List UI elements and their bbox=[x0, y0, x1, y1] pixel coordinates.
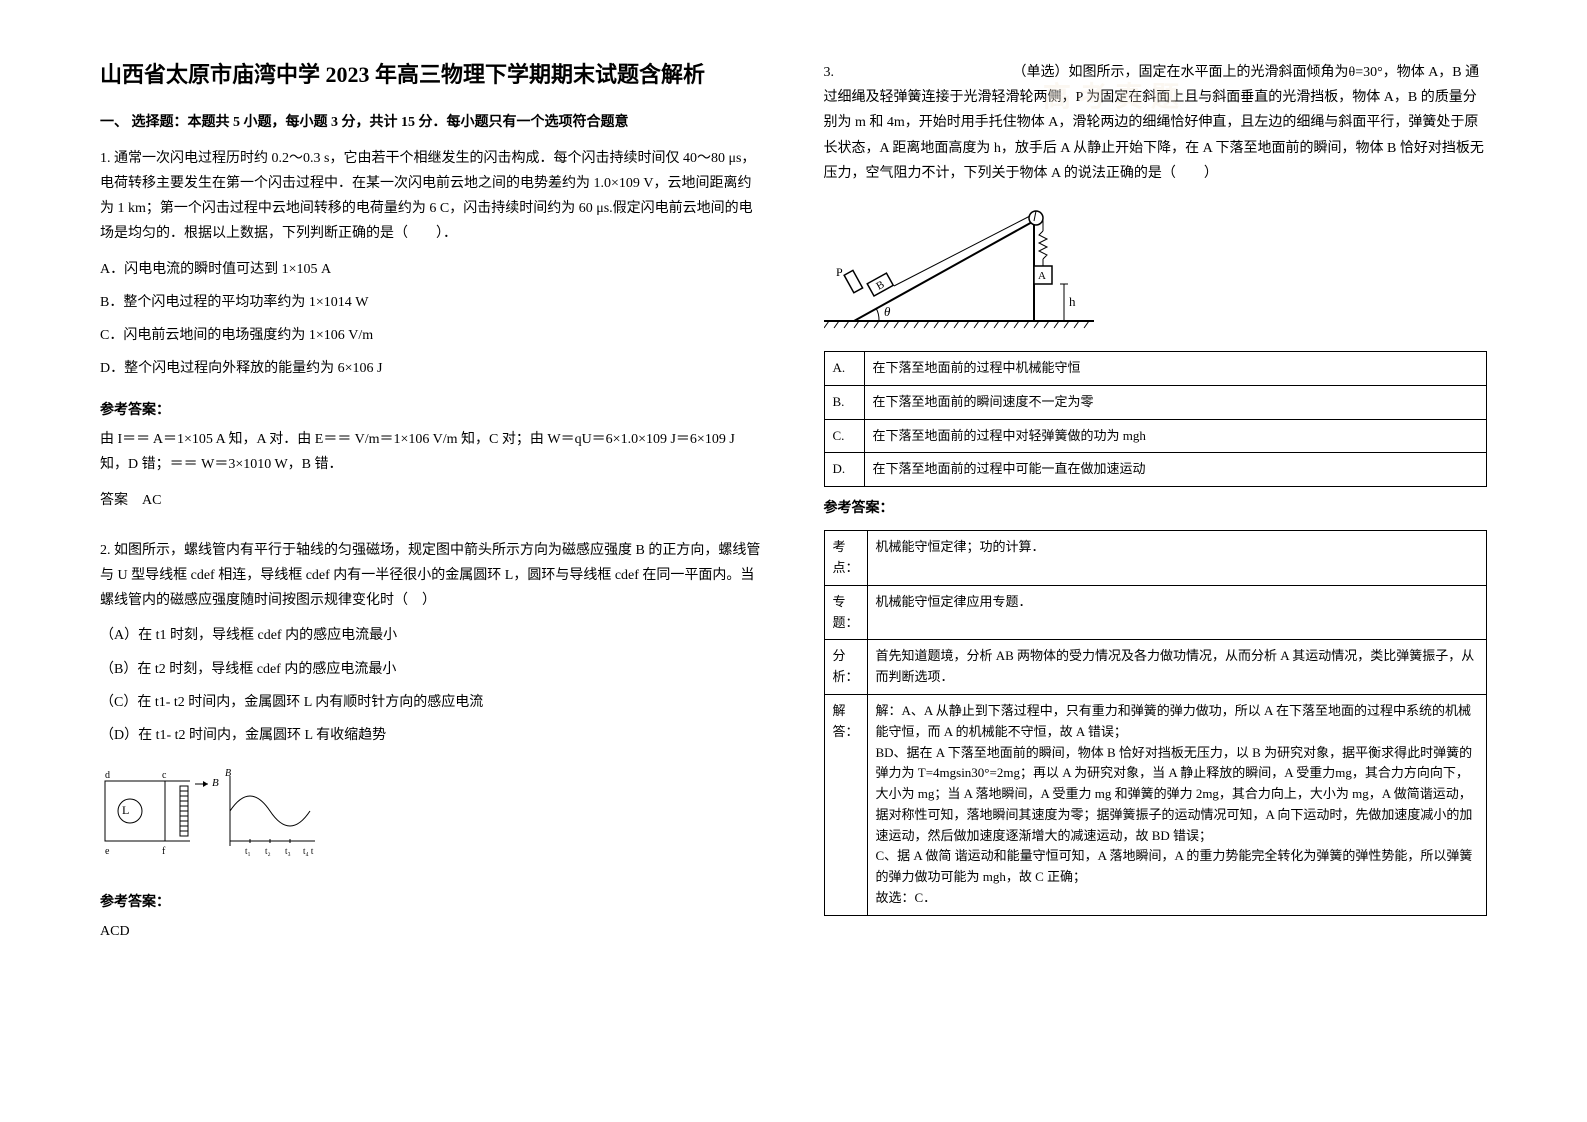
svg-text:d: d bbox=[105, 770, 110, 781]
q1-answer-final: 答案 AC bbox=[100, 488, 764, 513]
option-label: A. bbox=[824, 351, 864, 385]
svg-text:P: P bbox=[836, 265, 843, 279]
svg-text:θ: θ bbox=[884, 304, 891, 319]
svg-text:B: B bbox=[225, 768, 231, 779]
svg-text:t₁: t₁ bbox=[245, 846, 251, 856]
exam-title: 山西省太原市庙湾中学 2023 年高三物理下学期期末试题含解析 bbox=[100, 60, 764, 91]
svg-text:t₃: t₃ bbox=[285, 846, 291, 856]
q1-answer-label: 参考答案： bbox=[100, 399, 764, 419]
left-column: 山西省太原市庙湾中学 2023 年高三物理下学期期末试题含解析 一、 选择题：本… bbox=[100, 60, 764, 1062]
kaodian-text: 机械能守恒定律；功的计算． bbox=[867, 531, 1487, 586]
q2-figure: L d e c f B t₁ t₂ bbox=[100, 766, 764, 871]
svg-text:e: e bbox=[105, 846, 110, 857]
option-label: B. bbox=[824, 385, 864, 419]
zhuanti-label: 专题： bbox=[824, 585, 867, 640]
table-row: 解答： 解：A、A 从静止到下落过程中，只有重力和弹簧的弹力做功，所以 A 在下… bbox=[824, 694, 1487, 915]
jieda-label: 解答： bbox=[824, 694, 867, 915]
q2-opt-b: （B）在 t2 时刻，导线框 cdef 内的感应电流最小 bbox=[100, 657, 764, 682]
fenxi-label: 分析： bbox=[824, 640, 867, 695]
q2-opt-a: （A）在 t1 时刻，导线框 cdef 内的感应电流最小 bbox=[100, 623, 764, 648]
q3-analysis-table: 考点： 机械能守恒定律；功的计算． 专题： 机械能守恒定律应用专题． 分析： 首… bbox=[824, 530, 1488, 916]
q2-text: 2. 如图所示，螺线管内有平行于轴线的匀强磁场，规定图中箭头所示方向为磁感应强度… bbox=[100, 538, 764, 614]
svg-text:t₂: t₂ bbox=[265, 846, 271, 856]
q3-answer-label: 参考答案： bbox=[824, 497, 1488, 517]
q1-opt-d: D．整个闪电过程向外释放的能量约为 6×106 J bbox=[100, 356, 764, 381]
svg-text:L: L bbox=[122, 803, 129, 817]
option-text: 在下落至地面前的瞬间速度不一定为零 bbox=[864, 385, 1487, 419]
q2-answer-final: ACD bbox=[100, 919, 764, 944]
jieda-text: 解：A、A 从静止到下落过程中，只有重力和弹簧的弹力做功，所以 A 在下落至地面… bbox=[867, 694, 1487, 915]
svg-text:B: B bbox=[212, 777, 219, 789]
kaodian-label: 考点： bbox=[824, 531, 867, 586]
svg-text:f: f bbox=[162, 846, 166, 857]
q2-answer-label: 参考答案： bbox=[100, 891, 764, 911]
q1-text: 1. 通常一次闪电过程历时约 0.2～0.3 s，它由若干个相继发生的闪击构成．… bbox=[100, 146, 764, 247]
svg-text:c: c bbox=[162, 770, 167, 781]
q3-options-table: A. 在下落至地面前的过程中机械能守恒 B. 在下落至地面前的瞬间速度不一定为零… bbox=[824, 351, 1488, 487]
svg-text:t₄ t: t₄ t bbox=[303, 846, 314, 856]
svg-text:h: h bbox=[1069, 294, 1076, 309]
svg-text:A: A bbox=[1038, 270, 1046, 282]
fenxi-text: 首先知道题境，分析 AB 两物体的受力情况及各力做功情况，从而分析 A 其运动情… bbox=[867, 640, 1487, 695]
q1-opt-a: A．闪电电流的瞬时值可达到 1×105 A bbox=[100, 257, 764, 282]
table-row: B. 在下落至地面前的瞬间速度不一定为零 bbox=[824, 385, 1487, 419]
option-text: 在下落至地面前的过程中机械能守恒 bbox=[864, 351, 1487, 385]
section-header: 一、 选择题：本题共 5 小题，每小题 3 分，共计 15 分．每小题只有一个选… bbox=[100, 111, 764, 131]
option-label: D. bbox=[824, 453, 864, 487]
table-row: A. 在下落至地面前的过程中机械能守恒 bbox=[824, 351, 1487, 385]
table-row: 分析： 首先知道题境，分析 AB 两物体的受力情况及各力做功情况，从而分析 A … bbox=[824, 640, 1487, 695]
right-column: 3. （单选）如图所示，固定在水平面上的光滑斜面倾角为θ=30°，物体 A，B … bbox=[824, 60, 1488, 1062]
table-row: 专题： 机械能守恒定律应用专题． bbox=[824, 585, 1487, 640]
q2-opt-c: （C）在 t1- t2 时间内，金属圆环 L 内有顺时针方向的感应电流 bbox=[100, 690, 764, 715]
q3-figure: θ B P A bbox=[824, 206, 1104, 336]
q1-opt-c: C．闪电前云地间的电场强度约为 1×106 V/m bbox=[100, 323, 764, 348]
table-row: C. 在下落至地面前的过程中对轻弹簧做的功为 mgh bbox=[824, 419, 1487, 453]
zhuanti-text: 机械能守恒定律应用专题． bbox=[867, 585, 1487, 640]
watermark: 高考真题 bbox=[1043, 75, 1187, 115]
option-label: C. bbox=[824, 419, 864, 453]
table-row: 考点： 机械能守恒定律；功的计算． bbox=[824, 531, 1487, 586]
q2-opt-d: （D）在 t1- t2 时间内，金属圆环 L 有收缩趋势 bbox=[100, 723, 764, 748]
q1-answer-text: 由 I＝＝ A＝1×105 A 知，A 对．由 E＝＝ V/m＝1×106 V/… bbox=[100, 427, 764, 477]
q1-opt-b: B．整个闪电过程的平均功率约为 1×1014 W bbox=[100, 290, 764, 315]
table-row: D. 在下落至地面前的过程中可能一直在做加速运动 bbox=[824, 453, 1487, 487]
option-text: 在下落至地面前的过程中可能一直在做加速运动 bbox=[864, 453, 1487, 487]
option-text: 在下落至地面前的过程中对轻弹簧做的功为 mgh bbox=[864, 419, 1487, 453]
